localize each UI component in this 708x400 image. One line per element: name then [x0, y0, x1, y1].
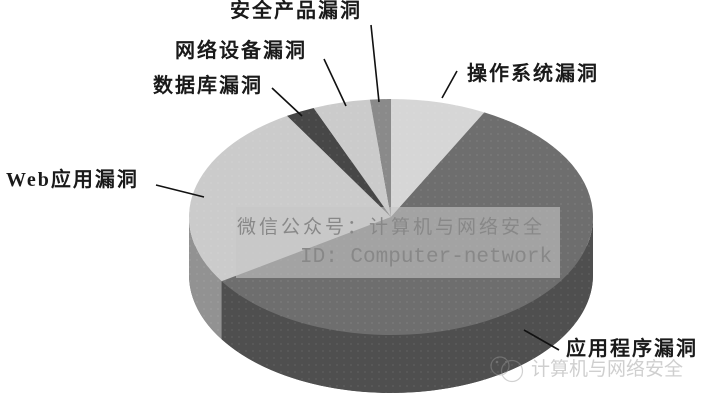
- svg-text:ID: Computer-network: ID: Computer-network: [300, 246, 552, 269]
- svg-text:微信公众号：计算机与网络安全: 微信公众号：计算机与网络安全: [237, 216, 545, 238]
- svg-text:计算机与网络安全: 计算机与网络安全: [531, 358, 683, 380]
